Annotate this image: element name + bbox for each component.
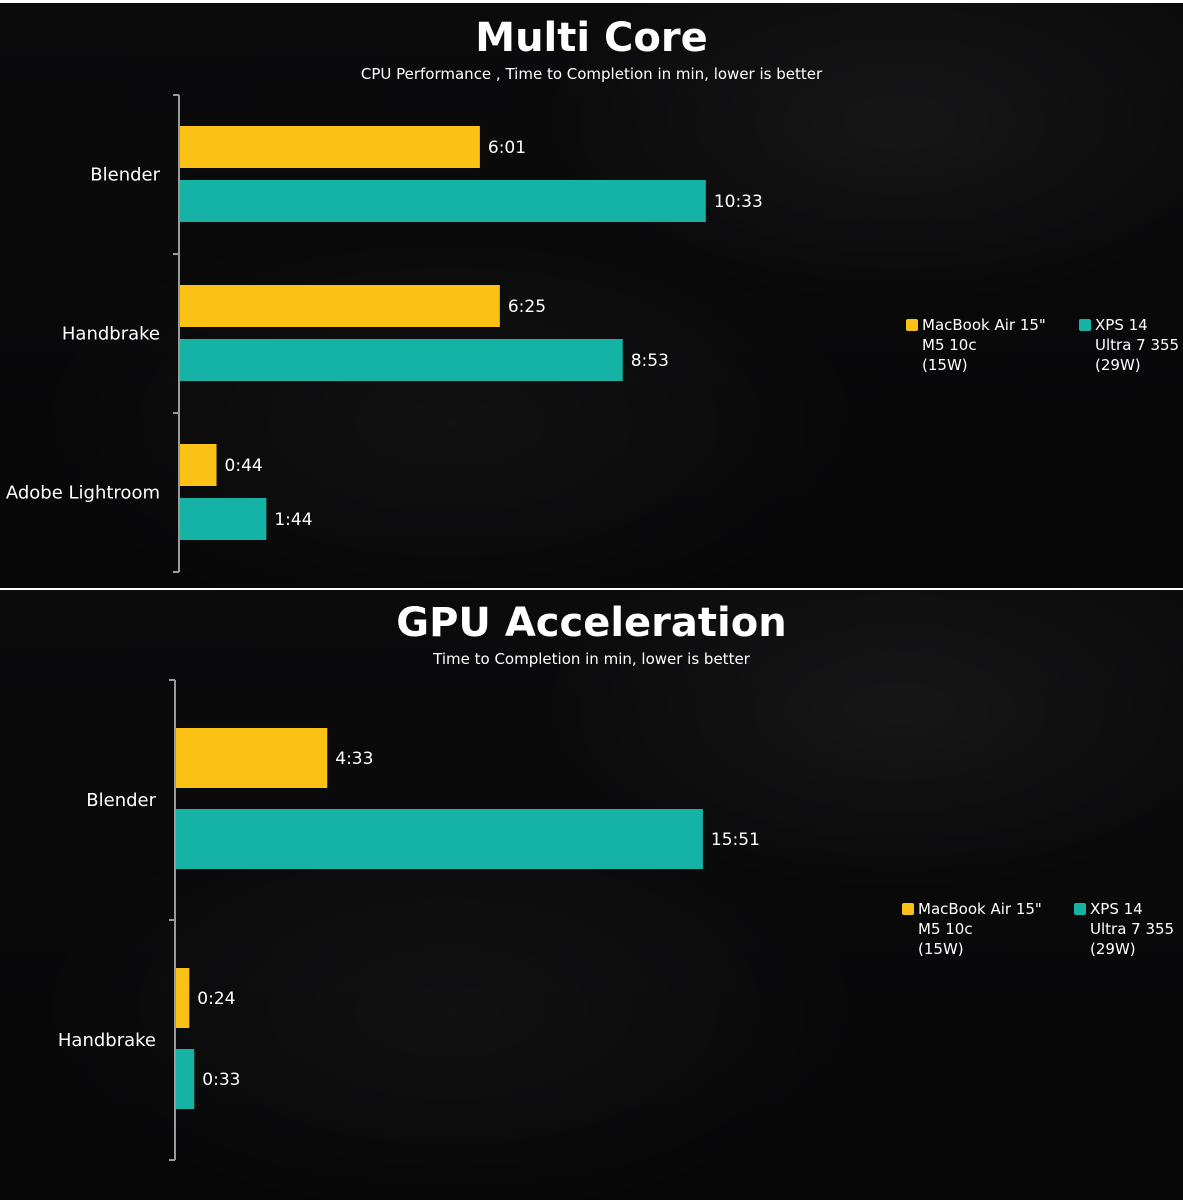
multi-core-chart-panel: Multi Core CPU Performance , Time to Com… [0, 3, 1183, 588]
bar-macbook [180, 285, 500, 327]
bar-xps [176, 1049, 195, 1109]
chart-title: GPU Acceleration [396, 600, 787, 646]
legend-swatch [906, 319, 918, 331]
legend-swatch [1079, 319, 1091, 331]
category-label: Handbrake [62, 324, 160, 345]
bar-value-label: 15:51 [711, 830, 760, 850]
bar-value-label: 4:33 [335, 749, 373, 769]
bar-xps [180, 498, 267, 540]
bar-value-label: 0:24 [197, 989, 235, 1009]
bar-value-label: 1:44 [274, 510, 312, 530]
plot-area: Blender 6:01 10:33 Handbrake 6:25 8:53 Adobe L… [6, 94, 763, 573]
bar-value-label: 0:44 [225, 456, 263, 476]
multi-core-bar-chart: Blender 6:01 10:33 Handbrake 6:25 8:53 Adobe L… [6, 94, 763, 573]
legend-label: XPS 14 Ultra 7 355 (29W) [1095, 316, 1180, 374]
gpu-acceleration-bar-chart: Blender 4:33 15:51 Handbrake 0:24 0:33 [58, 679, 760, 1161]
bar-value-label: 8:53 [631, 351, 669, 371]
plot-area: Blender 4:33 15:51 Handbrake 0:24 0:33 [58, 679, 760, 1161]
bar-macbook [176, 968, 190, 1028]
chart-title: Multi Core [475, 15, 708, 61]
bar-xps [180, 339, 623, 381]
chart-subtitle: CPU Performance , Time to Completion in … [360, 65, 823, 83]
legend-swatch [1074, 903, 1086, 915]
bar-macbook [176, 728, 328, 788]
bar-macbook [180, 444, 217, 486]
bar-xps [176, 809, 703, 869]
category-label: Blender [86, 790, 156, 811]
legend-label: MacBook Air 15" M5 10c (15W) [918, 900, 1042, 958]
bar-xps [180, 180, 706, 222]
bar-macbook [180, 126, 480, 168]
category-label: Blender [90, 165, 160, 186]
legend-label: XPS 14 Ultra 7 355 (29W) [1090, 900, 1175, 958]
bar-value-label: 0:33 [202, 1070, 240, 1090]
bar-value-label: 10:33 [714, 192, 763, 212]
category-label: Adobe Lightroom [6, 483, 160, 504]
bar-value-label: 6:25 [508, 297, 546, 317]
category-label: Handbrake [58, 1030, 156, 1051]
legend-swatch [902, 903, 914, 915]
gpu-acceleration-chart-panel: GPU Acceleration Time to Completion in m… [0, 590, 1183, 1200]
legend-label: MacBook Air 15" M5 10c (15W) [922, 316, 1046, 374]
chart-subtitle: Time to Completion in min, lower is bett… [433, 650, 750, 668]
bar-value-label: 6:01 [488, 138, 526, 158]
